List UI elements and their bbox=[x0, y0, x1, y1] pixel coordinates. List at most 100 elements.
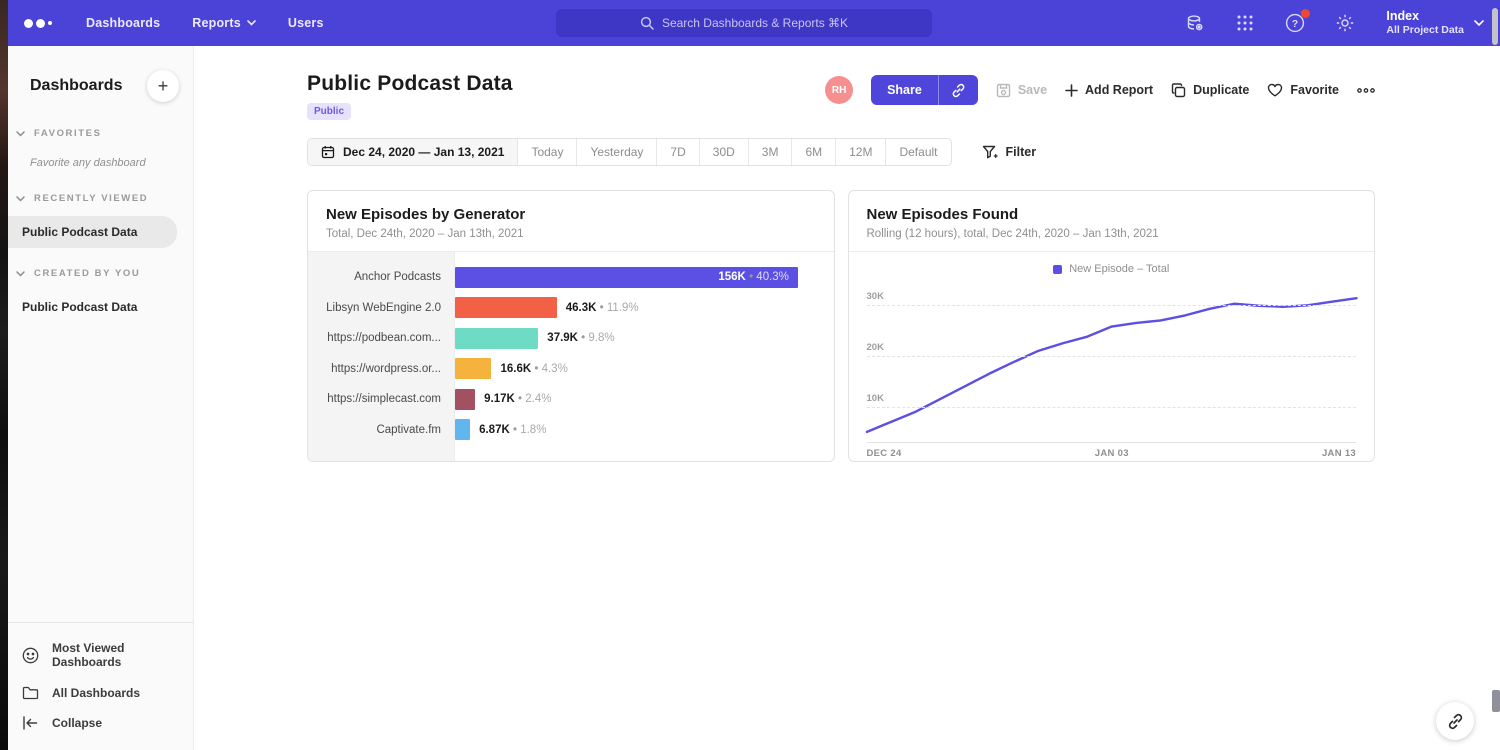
copy-link-button[interactable] bbox=[938, 75, 978, 105]
collapse-label: Collapse bbox=[52, 716, 102, 730]
section-recently-viewed-label: RECENTLY VIEWED bbox=[34, 193, 148, 204]
add-report-button[interactable]: Add Report bbox=[1065, 83, 1153, 97]
sidebar: Dashboards + FAVORITES Favorite any dash… bbox=[0, 46, 194, 750]
filter-button[interactable]: Filter bbox=[982, 145, 1037, 160]
sidebar-item-public-podcast-data[interactable]: Public Podcast Data bbox=[8, 216, 177, 248]
add-dashboard-button[interactable]: + bbox=[147, 70, 179, 102]
settings-gear-icon[interactable] bbox=[1334, 12, 1356, 34]
range-3m[interactable]: 3M bbox=[748, 139, 792, 165]
bar-row: Captivate.fm 6.87K • 1.8% bbox=[308, 415, 834, 446]
main-content: Public Podcast Data Public RH Share bbox=[194, 46, 1500, 750]
all-dashboards[interactable]: All Dashboards bbox=[14, 677, 193, 708]
range-7d[interactable]: 7D bbox=[656, 139, 698, 165]
share-button[interactable]: Share bbox=[871, 75, 938, 105]
chevron-down-icon bbox=[1474, 20, 1484, 27]
bar-track: 156K • 40.3% bbox=[455, 267, 834, 288]
duplicate-icon bbox=[1171, 83, 1186, 98]
chevron-down-icon bbox=[16, 196, 25, 202]
gridline bbox=[867, 356, 1357, 357]
chevron-down-icon bbox=[16, 131, 25, 137]
legend-label: New Episode – Total bbox=[1069, 263, 1169, 275]
bar-track: 37.9K • 9.8% bbox=[455, 328, 834, 349]
bar-segment[interactable] bbox=[455, 419, 470, 440]
section-created-by-you[interactable]: CREATED BY YOU bbox=[8, 248, 193, 285]
bar-row: Libsyn WebEngine 2.046.3K • 11.9% bbox=[308, 293, 834, 324]
section-favorites[interactable]: FAVORITES bbox=[8, 108, 193, 145]
bar-chart-card: New Episodes by Generator Total, Dec 24t… bbox=[307, 190, 835, 462]
data-management-icon[interactable] bbox=[1184, 12, 1206, 34]
most-viewed-dashboards[interactable]: Most Viewed Dashboards bbox=[14, 633, 193, 677]
x-axis: DEC 24 JAN 03 JAN 13 bbox=[867, 448, 1357, 459]
avatar[interactable]: RH bbox=[825, 76, 853, 104]
mixpanel-logo-icon[interactable] bbox=[24, 19, 52, 28]
favorites-empty-hint: Favorite any dashboard bbox=[8, 145, 193, 173]
bar-category-label: https://podbean.com... bbox=[308, 332, 455, 344]
chevron-down-icon bbox=[247, 20, 256, 26]
filter-label: Filter bbox=[1006, 145, 1037, 159]
collapse-arrow-icon bbox=[22, 716, 39, 730]
chart-legend[interactable]: New Episode – Total bbox=[849, 252, 1375, 281]
nav-users-label: Users bbox=[288, 16, 324, 30]
line-chart-subtitle: Rolling (12 hours), total, Dec 24th, 202… bbox=[867, 228, 1357, 240]
bar-segment[interactable] bbox=[455, 297, 557, 318]
collapse-sidebar[interactable]: Collapse bbox=[14, 708, 193, 738]
search-input[interactable]: Search Dashboards & Reports ⌘K bbox=[556, 9, 932, 37]
background-window-edge bbox=[0, 0, 8, 750]
date-range-control: Dec 24, 2020 — Jan 13, 2021 Today Yester… bbox=[307, 138, 952, 166]
bar-chart-title: New Episodes by Generator bbox=[326, 206, 816, 223]
bar-category-label: Captivate.fm bbox=[308, 424, 455, 436]
most-viewed-label: Most Viewed Dashboards bbox=[52, 641, 185, 669]
x-tick-jan03: JAN 03 bbox=[1095, 448, 1129, 459]
scrollbar-thumb[interactable] bbox=[1492, 8, 1498, 45]
nav-users[interactable]: Users bbox=[288, 16, 324, 30]
bar-track: 9.17K • 2.4% bbox=[455, 389, 834, 410]
apps-grid-icon[interactable] bbox=[1234, 12, 1256, 34]
nav-reports[interactable]: Reports bbox=[192, 16, 256, 30]
bar-value-label: 156K • 40.3% bbox=[718, 271, 789, 283]
navbar-right: ? Index All Project Data bbox=[1184, 9, 1484, 38]
floating-link-button[interactable] bbox=[1436, 702, 1474, 740]
bar-value-label: 6.87K • 1.8% bbox=[479, 424, 546, 436]
duplicate-button[interactable]: Duplicate bbox=[1171, 83, 1249, 98]
line-series bbox=[867, 285, 1357, 442]
bar-row: https://podbean.com...37.9K • 9.8% bbox=[308, 323, 834, 354]
range-yesterday[interactable]: Yesterday bbox=[576, 139, 656, 165]
help-icon[interactable]: ? bbox=[1284, 12, 1306, 34]
save-icon bbox=[996, 83, 1011, 98]
plus-icon bbox=[1065, 84, 1078, 97]
range-default[interactable]: Default bbox=[885, 139, 950, 165]
bar-segment[interactable] bbox=[455, 328, 538, 349]
bar-category-label: Anchor Podcasts bbox=[308, 271, 455, 283]
add-report-label: Add Report bbox=[1085, 83, 1153, 97]
svg-text:?: ? bbox=[1292, 18, 1298, 30]
nav-dashboards-label: Dashboards bbox=[86, 16, 160, 30]
more-options-button[interactable] bbox=[1357, 88, 1375, 93]
bar-rows: Anchor Podcasts 156K • 40.3% Libsyn WebEng… bbox=[308, 262, 834, 445]
bar-value-label: 46.3K • 11.9% bbox=[566, 302, 639, 314]
bar-segment[interactable] bbox=[455, 358, 491, 379]
save-button[interactable]: Save bbox=[996, 83, 1047, 98]
range-30d[interactable]: 30D bbox=[699, 139, 748, 165]
sidebar-item-public-podcast-data-created[interactable]: Public Podcast Data bbox=[8, 291, 177, 323]
y-tick-label: 20K bbox=[867, 342, 884, 353]
section-recently-viewed[interactable]: RECENTLY VIEWED bbox=[8, 173, 193, 210]
range-12m[interactable]: 12M bbox=[835, 139, 885, 165]
favorite-button[interactable]: Favorite bbox=[1267, 83, 1339, 97]
date-range-picker[interactable]: Dec 24, 2020 — Jan 13, 2021 bbox=[308, 139, 517, 165]
gridline bbox=[867, 407, 1357, 408]
bar-track: 6.87K • 1.8% bbox=[455, 419, 834, 440]
project-switcher[interactable]: Index All Project Data bbox=[1386, 9, 1484, 38]
range-6m[interactable]: 6M bbox=[791, 139, 835, 165]
notification-dot bbox=[1301, 9, 1310, 18]
nav-reports-label: Reports bbox=[192, 16, 241, 30]
scrollbar-thumb-secondary[interactable] bbox=[1492, 690, 1500, 712]
public-badge: Public bbox=[307, 103, 351, 120]
primary-nav: Dashboards Reports Users bbox=[86, 16, 324, 30]
nav-dashboards[interactable]: Dashboards bbox=[86, 16, 160, 30]
bar-segment[interactable] bbox=[455, 389, 475, 410]
dashboard-actions: RH Share Save Ad bbox=[825, 72, 1375, 105]
filter-funnel-icon bbox=[982, 145, 998, 160]
bar-segment[interactable]: 156K • 40.3% bbox=[455, 267, 798, 288]
range-today[interactable]: Today bbox=[517, 139, 576, 165]
link-icon bbox=[1447, 713, 1464, 730]
